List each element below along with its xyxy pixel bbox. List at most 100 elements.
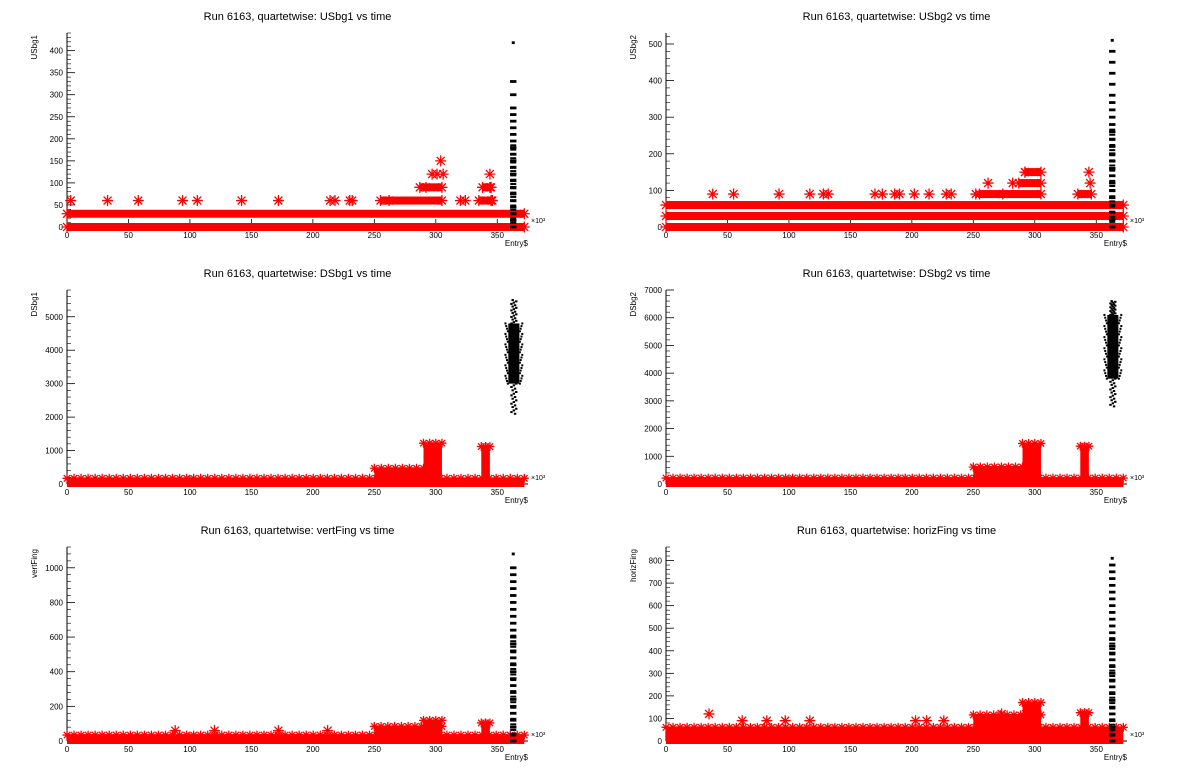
area-edge-star	[196, 730, 206, 740]
data-point	[1109, 696, 1116, 699]
data-point	[515, 313, 518, 316]
area-edge-star	[83, 473, 93, 483]
data-point	[1109, 130, 1116, 134]
band-end-star	[1013, 177, 1025, 189]
data-point	[510, 691, 517, 694]
data-point	[510, 205, 517, 209]
data-point	[504, 322, 507, 325]
data-point	[1112, 310, 1116, 313]
outlier-star	[804, 715, 816, 727]
data-point	[510, 302, 513, 305]
outlier-star	[191, 195, 203, 207]
area-edge-star	[949, 722, 959, 732]
red-series	[61, 155, 530, 233]
chart-panel-1: Run 6163, quartetwise: USbg1 vs time 0 50 1…	[30, 11, 546, 248]
area-edge-star	[139, 473, 149, 483]
band-end-star	[61, 208, 73, 220]
plot-area	[660, 38, 1129, 233]
outlier-star	[1084, 177, 1096, 189]
area-edge-star	[146, 730, 156, 740]
data-point	[504, 374, 507, 377]
y-tick-label: 200	[649, 150, 663, 159]
data-point	[1103, 347, 1106, 350]
area-edge-star	[675, 473, 685, 483]
area-edge-star	[1010, 462, 1020, 472]
data-point	[1117, 333, 1120, 336]
data-point	[1109, 200, 1116, 203]
data-point	[506, 351, 509, 354]
data-point	[520, 335, 523, 338]
x-tick-label: 50	[124, 231, 133, 240]
star-area	[67, 734, 525, 744]
area-edge-star	[203, 730, 213, 740]
data-point	[1109, 108, 1116, 112]
x-tick-label: 200	[905, 488, 919, 497]
data-point	[510, 667, 517, 670]
area-edge-star	[1069, 722, 1079, 732]
data-point	[1105, 322, 1108, 325]
data-point	[519, 380, 522, 383]
data-point	[1109, 590, 1116, 594]
area-edge-star	[62, 730, 72, 740]
x-axis-exponent: ×10³	[1130, 732, 1145, 739]
data-point	[1111, 386, 1115, 389]
data-point	[510, 165, 517, 168]
area-edge-star	[703, 473, 713, 483]
area-edge-star	[396, 721, 406, 731]
data-point	[1104, 327, 1107, 330]
data-point	[520, 366, 523, 369]
area-edge-star	[160, 730, 170, 740]
area-edge-star	[893, 473, 903, 483]
data-point	[1103, 336, 1106, 339]
data-point	[510, 172, 517, 176]
band-end-star	[1035, 177, 1047, 189]
data-point	[512, 401, 516, 404]
area-edge-star	[301, 473, 311, 483]
y-tick-label: 400	[50, 668, 64, 677]
chart-title: Run 6163, quartetwise: USbg1 vs time	[204, 11, 392, 23]
data-point	[1109, 570, 1116, 574]
x-tick-label: 300	[429, 488, 443, 497]
data-point	[520, 377, 523, 380]
data-point	[506, 340, 509, 343]
area-edge-star	[781, 473, 791, 483]
x-tick-label: 100	[183, 231, 197, 240]
data-point	[510, 218, 517, 222]
data-point	[1109, 624, 1116, 628]
outlier-star	[703, 708, 715, 720]
band-end-star	[477, 181, 489, 193]
area-edge-star	[830, 722, 840, 732]
area-edge-star	[837, 722, 847, 732]
data-point	[1109, 152, 1116, 156]
area-edge-star	[942, 473, 952, 483]
outlier-star	[804, 188, 816, 200]
area-edge-star	[738, 473, 748, 483]
x-tick-label: 50	[124, 488, 133, 497]
area-edge-star	[365, 730, 375, 740]
data-point	[1109, 195, 1116, 198]
area-edge-star	[928, 473, 938, 483]
area-edge-star	[431, 715, 441, 725]
data-point	[506, 338, 509, 341]
data-point	[1109, 740, 1116, 742]
y-tick-label: 1000	[45, 447, 63, 456]
area-edge-star	[62, 473, 72, 483]
data-point	[510, 170, 517, 173]
data-point	[510, 601, 517, 604]
area-edge-star	[485, 718, 495, 728]
x-tick-label: 250	[967, 488, 981, 497]
outlier-star	[65, 195, 77, 207]
x-tick-label: 0	[65, 231, 70, 240]
data-point	[504, 364, 507, 367]
data-point	[510, 187, 517, 190]
data-point	[513, 404, 517, 407]
data-point	[1120, 325, 1123, 328]
area-edge-star	[661, 722, 671, 732]
area-edge-star	[816, 473, 826, 483]
data-point	[515, 407, 518, 410]
data-point	[515, 319, 518, 322]
data-point	[519, 327, 522, 330]
x-tick-label: 50	[723, 488, 732, 497]
data-point	[505, 325, 508, 328]
data-point	[515, 382, 518, 385]
